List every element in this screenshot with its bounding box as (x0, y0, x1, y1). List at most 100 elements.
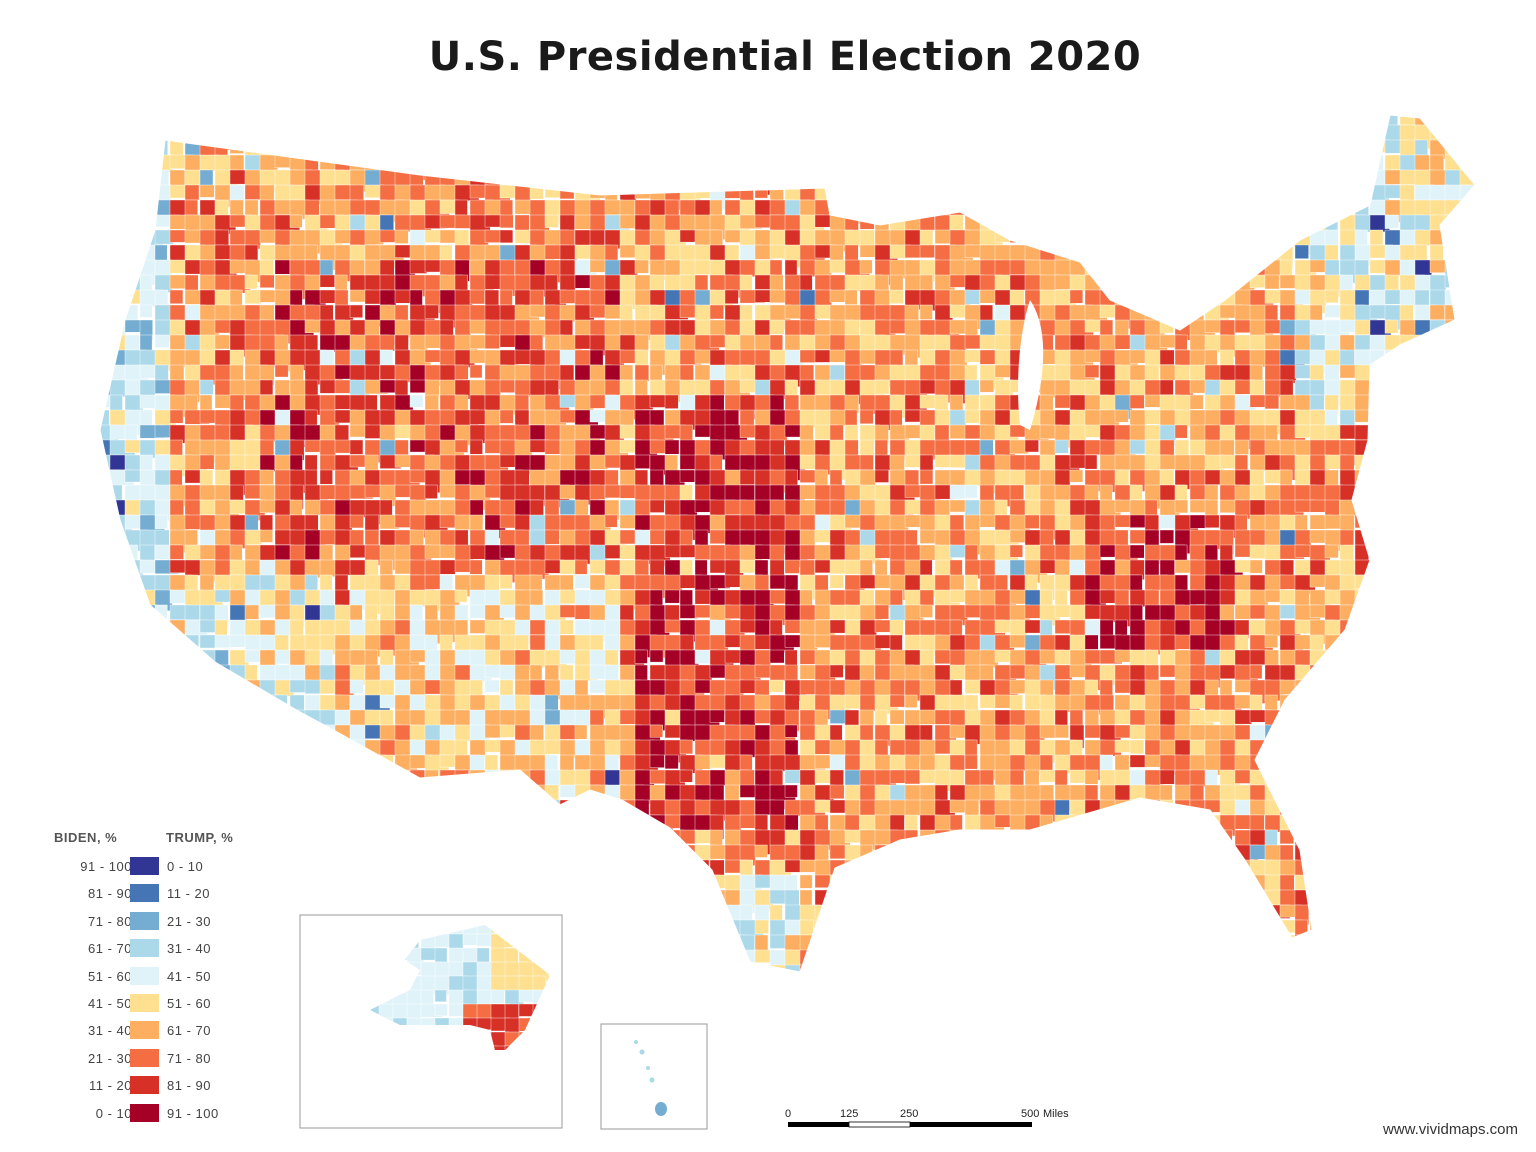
county-cell (694, 754, 711, 770)
county-cell (394, 859, 420, 883)
county-cell (424, 304, 439, 319)
county-cell (1474, 364, 1475, 386)
county-cell (1279, 604, 1298, 619)
county-cell (1354, 709, 1372, 734)
county-cell (1414, 709, 1435, 727)
county-cell (649, 664, 667, 680)
county-cell (649, 754, 665, 768)
county-cell (1294, 694, 1315, 717)
county-cell (1414, 724, 1436, 748)
county-cell (1444, 859, 1459, 886)
county-cell (829, 559, 846, 575)
county-cell (589, 124, 610, 140)
county-cell (100, 259, 115, 278)
county-cell (559, 754, 575, 773)
county-cell (844, 184, 871, 199)
county-cell (1279, 769, 1299, 789)
county-cell (1279, 184, 1303, 202)
county-cell (1159, 529, 1175, 544)
county-cell (859, 904, 884, 926)
county-cell (1384, 454, 1404, 472)
county-cell (559, 139, 582, 163)
county-cell (979, 289, 997, 304)
county-cell (1414, 889, 1430, 906)
county-cell (664, 664, 682, 683)
county-cell (1399, 439, 1415, 454)
county-cell (1294, 814, 1315, 840)
county-cell (979, 139, 999, 163)
county-cell (1249, 664, 1263, 680)
county-cell (1474, 259, 1475, 279)
county-cell (319, 799, 344, 826)
county-cell (469, 784, 488, 803)
county-cell (1039, 199, 1060, 218)
county-cell (574, 904, 589, 925)
county-cell (919, 469, 934, 485)
county-cell (634, 454, 651, 469)
county-cell (739, 484, 755, 501)
county-cell (289, 829, 314, 854)
county-cell (1054, 724, 1069, 739)
county-cell (1474, 274, 1475, 301)
county-cell (100, 769, 109, 785)
county-cell (439, 574, 453, 590)
county-cell (1069, 859, 1084, 879)
county-cell (109, 244, 126, 270)
county-cell (334, 754, 350, 768)
county-cell (1444, 304, 1469, 330)
county-cell (1054, 829, 1078, 852)
county-cell (964, 154, 988, 171)
county-cell (334, 814, 353, 834)
county-cell (1249, 124, 1264, 144)
county-cell (349, 124, 363, 140)
county-cell (799, 604, 817, 621)
county-cell (1144, 514, 1159, 532)
county-cell (109, 559, 126, 582)
county-cell (1354, 874, 1378, 900)
county-cell (100, 799, 113, 824)
county-cell (844, 904, 870, 924)
county-cell (1414, 139, 1428, 158)
county-cell (994, 829, 1021, 853)
county-cell (619, 424, 637, 439)
county-cell (1354, 409, 1376, 423)
county-cell (1399, 364, 1413, 385)
county-cell (619, 709, 638, 725)
county-cell (1039, 154, 1054, 177)
county-cell (1384, 649, 1404, 668)
county-cell (1114, 514, 1133, 528)
county-cell (499, 139, 513, 160)
county-cell (1129, 829, 1156, 850)
county-cell (604, 304, 623, 320)
county-cell (229, 139, 245, 154)
county-cell (514, 874, 530, 898)
county-cell (979, 874, 1006, 897)
county-cell (364, 859, 383, 882)
county-cell (859, 889, 877, 903)
county-cell (649, 154, 672, 171)
county-cell (1309, 889, 1324, 908)
county-cell (529, 769, 546, 787)
county-cell (1399, 544, 1416, 560)
county-cell (874, 619, 891, 633)
county-cell (1384, 679, 1405, 696)
county-cell (1459, 349, 1475, 370)
county-cell (1084, 874, 1098, 898)
county-cell (754, 484, 773, 502)
county-cell (1279, 154, 1293, 175)
county-cell (1264, 229, 1291, 247)
county-cell (1324, 859, 1348, 879)
county-cell (409, 784, 426, 801)
county-cell (679, 169, 695, 190)
county-cell (529, 115, 544, 129)
county-cell (964, 889, 981, 909)
county-cell (244, 694, 265, 712)
county-cell (769, 769, 784, 786)
county-cell (544, 664, 559, 681)
county-cell (1309, 574, 1327, 588)
county-cell (649, 409, 665, 428)
county-cell (1234, 634, 1249, 652)
county-cell (889, 154, 913, 177)
county-cell (1009, 844, 1025, 866)
county-cell (379, 115, 401, 127)
